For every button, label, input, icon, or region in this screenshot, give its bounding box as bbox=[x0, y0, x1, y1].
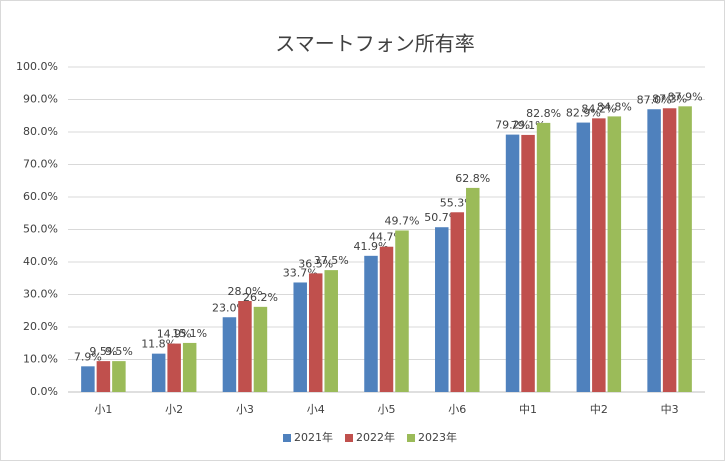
bar bbox=[536, 122, 551, 393]
x-tick-label: 中1 bbox=[519, 403, 537, 416]
data-label: 33.7% bbox=[283, 266, 318, 279]
bar bbox=[81, 366, 95, 392]
legend-label: 2021年 bbox=[294, 430, 333, 444]
y-tick-label: 80.0% bbox=[23, 125, 58, 138]
bar bbox=[151, 353, 166, 392]
bar bbox=[607, 116, 622, 393]
y-tick-label: 50.0% bbox=[23, 223, 58, 236]
bar bbox=[662, 108, 677, 393]
bar bbox=[435, 227, 449, 392]
legend-swatch bbox=[345, 434, 353, 442]
bar bbox=[395, 230, 409, 392]
data-label: 79.2% bbox=[495, 119, 530, 132]
data-label: 87.9% bbox=[668, 90, 703, 103]
data-label: 15.1% bbox=[172, 327, 207, 340]
bar bbox=[182, 342, 197, 392]
y-tick-label: 90.0% bbox=[23, 93, 58, 106]
bar bbox=[592, 118, 606, 392]
data-label: 87.0% bbox=[637, 93, 672, 106]
x-tick-label: 中2 bbox=[590, 403, 608, 416]
y-tick-label: 100.0% bbox=[16, 60, 58, 73]
bar bbox=[466, 187, 480, 392]
bar bbox=[308, 273, 323, 392]
x-tick-label: 小4 bbox=[307, 403, 325, 416]
bar bbox=[253, 306, 268, 392]
y-tick-label: 20.0% bbox=[23, 320, 58, 333]
data-label: 49.7% bbox=[385, 214, 420, 227]
data-label: 79.1% bbox=[511, 119, 546, 132]
data-label: 84.8% bbox=[597, 100, 632, 113]
data-label: 82.9% bbox=[566, 107, 601, 120]
bar bbox=[521, 134, 535, 393]
data-label: 9.5% bbox=[105, 345, 133, 358]
bar bbox=[222, 317, 237, 392]
data-label: 82.8% bbox=[526, 107, 561, 120]
bar bbox=[379, 246, 394, 392]
bar bbox=[167, 343, 181, 392]
data-label: 50.7% bbox=[424, 211, 459, 224]
y-tick-label: 30.0% bbox=[23, 288, 58, 301]
bar bbox=[678, 106, 692, 392]
y-tick-label: 40.0% bbox=[23, 255, 58, 268]
data-label: 41.9% bbox=[354, 240, 389, 253]
data-label: 26.2% bbox=[243, 291, 278, 304]
bar bbox=[324, 270, 338, 392]
data-label: 7.9% bbox=[74, 350, 102, 363]
data-label: 28.0% bbox=[227, 285, 262, 298]
legend-label: 2023年 bbox=[418, 430, 457, 444]
data-label: 14.9% bbox=[157, 328, 192, 341]
data-label: 37.5% bbox=[314, 254, 349, 267]
bar bbox=[364, 255, 378, 392]
y-tick-label: 70.0% bbox=[23, 158, 58, 171]
data-label: 11.8% bbox=[141, 338, 176, 351]
x-tick-label: 小5 bbox=[378, 403, 396, 416]
bar bbox=[112, 361, 126, 392]
legend-label: 2022年 bbox=[356, 430, 395, 444]
data-label: 62.8% bbox=[455, 172, 490, 185]
x-tick-label: 小3 bbox=[236, 403, 254, 416]
y-tick-label: 0.0% bbox=[30, 385, 58, 398]
y-tick-label: 10.0% bbox=[23, 353, 58, 366]
y-tick-label: 60.0% bbox=[23, 190, 58, 203]
data-label: 87.3% bbox=[652, 92, 687, 105]
bar bbox=[293, 282, 307, 392]
bar bbox=[96, 361, 111, 392]
x-tick-label: 小1 bbox=[94, 403, 112, 416]
x-tick-label: 中3 bbox=[661, 403, 679, 416]
data-label: 36.5% bbox=[298, 257, 333, 270]
data-label: 55.3% bbox=[440, 196, 475, 209]
x-tick-label: 小2 bbox=[165, 403, 183, 416]
bar bbox=[647, 109, 661, 392]
legend-swatch bbox=[407, 434, 415, 442]
x-tick-label: 小6 bbox=[448, 403, 466, 416]
bar bbox=[576, 122, 591, 392]
data-label: 9.5% bbox=[89, 345, 117, 358]
data-label: 84.2% bbox=[581, 102, 616, 115]
bar bbox=[450, 212, 465, 392]
data-label: 44.7% bbox=[369, 231, 404, 244]
data-label: 23.0% bbox=[212, 301, 247, 314]
bar bbox=[505, 134, 520, 392]
bar bbox=[238, 301, 252, 392]
chart-title: スマートフォン所有率 bbox=[275, 32, 474, 56]
legend-swatch bbox=[283, 434, 291, 442]
